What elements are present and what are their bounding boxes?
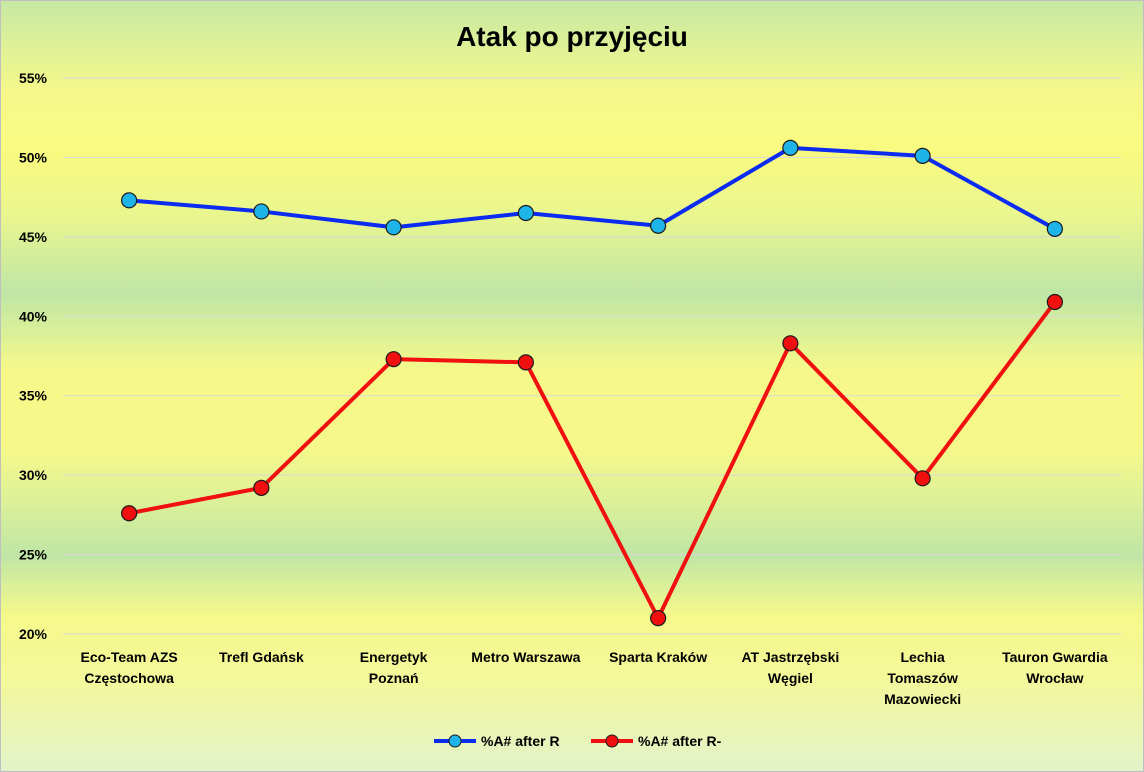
data-point xyxy=(121,505,138,522)
y-tick-label: 55% xyxy=(19,70,48,86)
data-point xyxy=(782,335,799,352)
data-point xyxy=(1046,220,1063,238)
x-tick-label: Metro Warszawa xyxy=(471,649,580,665)
x-tick-label: Trefl Gdańsk xyxy=(219,649,304,665)
y-tick-label: 30% xyxy=(19,467,48,483)
data-point xyxy=(253,479,270,496)
legend-marker xyxy=(448,734,462,748)
legend-marker xyxy=(605,734,619,748)
y-tick-label: 50% xyxy=(19,149,48,165)
data-point xyxy=(650,610,667,627)
data-point xyxy=(914,470,931,487)
x-tick-label: Energetyk Poznań xyxy=(360,649,428,686)
data-point xyxy=(1046,293,1063,311)
y-axis-ticks: 20% 25% 30% 35% 40% 45% 50% 55% xyxy=(19,70,48,642)
data-point xyxy=(385,219,402,236)
x-tick-label: AT Jastrzębski Węgiel xyxy=(741,649,839,686)
data-point xyxy=(385,351,402,368)
chart-title: Atak po przyjęciu xyxy=(456,21,688,52)
legend-label: %A# after R- xyxy=(638,733,722,749)
x-tick-label: Tauron Gwardia Wrocław xyxy=(1002,649,1108,686)
data-point xyxy=(517,354,534,371)
legend: %A# after R %A# after R- xyxy=(434,733,722,749)
x-tick-label: Lechia Tomaszów Mazowiecki xyxy=(884,649,961,707)
data-point xyxy=(121,192,138,209)
series-line-1 xyxy=(128,145,1056,231)
y-tick-label: 45% xyxy=(19,229,48,245)
legend-label: %A# after R xyxy=(481,733,560,749)
gridlines xyxy=(63,77,1121,635)
y-tick-label: 35% xyxy=(19,388,48,404)
y-tick-label: 25% xyxy=(19,547,48,563)
data-point xyxy=(650,217,667,234)
series-layer xyxy=(121,139,1063,627)
series-line-2 xyxy=(128,300,1057,621)
x-tick-label: Eco-Team AZS Częstochowa xyxy=(81,649,178,686)
y-tick-label: 20% xyxy=(19,626,48,642)
x-tick-label: Sparta Kraków xyxy=(609,649,707,665)
data-point xyxy=(914,147,931,164)
x-axis-ticks: Eco-Team AZS Częstochowa Trefl Gdańsk Energ… xyxy=(81,649,1108,707)
data-point xyxy=(782,139,799,156)
y-tick-label: 40% xyxy=(19,308,48,324)
data-point xyxy=(517,204,534,222)
data-point xyxy=(253,203,270,220)
